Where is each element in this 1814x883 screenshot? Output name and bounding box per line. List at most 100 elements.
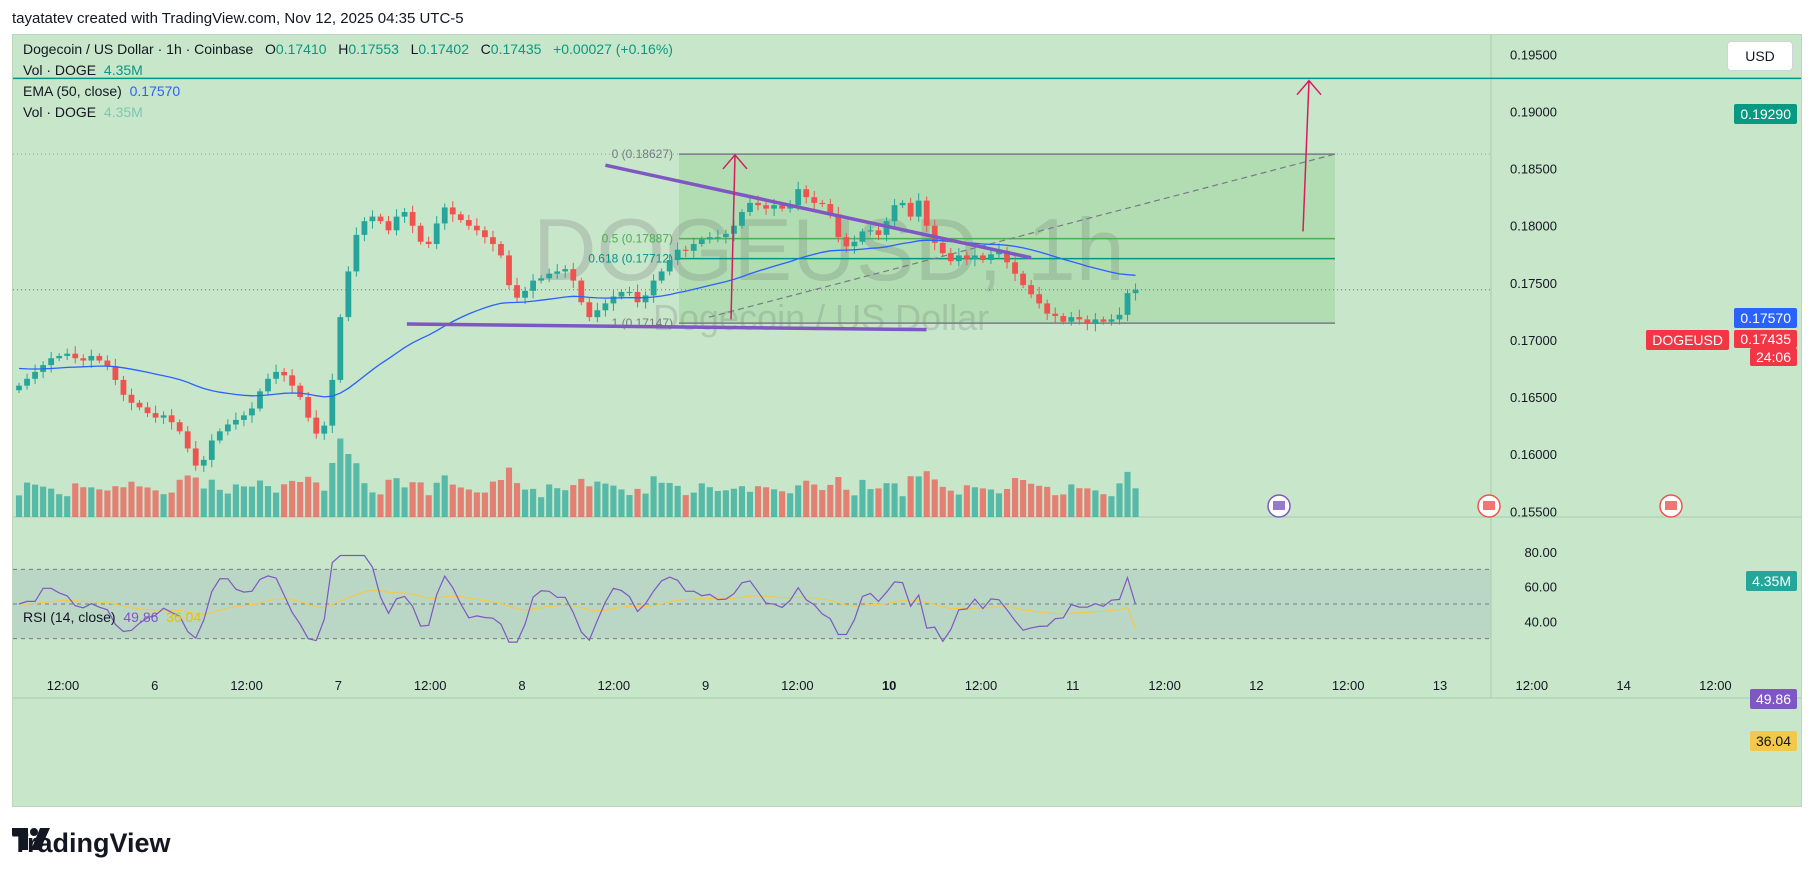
volume-bar: [120, 487, 127, 517]
chart-panel[interactable]: DOGEUSD, 1h Dogecoin / US Dollar 0 (0.1862…: [12, 34, 1802, 807]
candle-body: [152, 413, 159, 418]
candle-body: [241, 415, 247, 420]
volume-bar: [738, 486, 746, 517]
volume-bar: [48, 488, 55, 517]
volume-bar: [433, 482, 440, 517]
time-tick-label: 12:00: [965, 678, 998, 693]
volume-bar: [321, 490, 328, 517]
candle-body: [682, 249, 689, 251]
candle-body: [1036, 294, 1043, 304]
volume-bar: [15, 495, 23, 517]
time-tick-label: 12:00: [47, 678, 80, 693]
candle-body: [1100, 319, 1107, 322]
countdown-tag: 24:06: [1749, 348, 1797, 366]
volume-bar: [1100, 494, 1107, 517]
volume-bar: [570, 485, 577, 517]
tradingview-logo[interactable]: TradingView: [12, 828, 171, 859]
volume-bar: [369, 492, 376, 517]
volume-bar: [489, 481, 496, 517]
volume-bar: [345, 454, 352, 517]
candle-body: [506, 255, 512, 286]
legend-rsi-label: RSI (14, close): [23, 609, 116, 625]
candle-body: [144, 407, 151, 414]
legend-change: +0.00027 (+0.16%): [553, 41, 673, 57]
candle-body: [16, 385, 22, 391]
attribution-text: tayatatev created with TradingView.com, …: [12, 10, 464, 27]
candle-body: [907, 202, 914, 217]
legend-ema-label: EMA (50, close): [23, 83, 122, 99]
candle-body: [482, 230, 488, 238]
volume-bar: [883, 483, 890, 517]
volume-bar: [1124, 471, 1131, 517]
volume-bar: [875, 488, 882, 517]
volume-bar: [754, 486, 762, 517]
time-tick-label: 7: [335, 678, 342, 693]
candle-body: [988, 254, 994, 261]
candle-body: [859, 231, 866, 242]
volume-bar: [449, 484, 456, 517]
candle-body: [827, 204, 834, 215]
legend-low: 0.17402: [418, 41, 469, 57]
volume-bar: [730, 488, 737, 517]
candle-body: [64, 353, 71, 356]
volume-bar: [979, 488, 986, 517]
rsi-tick-label: 40.00: [1524, 614, 1557, 629]
candle-body: [281, 371, 287, 376]
volume-bar: [899, 496, 906, 517]
candle-body: [1068, 317, 1075, 322]
legend-vol-value: 4.35M: [103, 62, 143, 78]
legend-main: Dogecoin / US Dollar · 1h · Coinbase O0.…: [23, 41, 673, 57]
candle-body: [899, 202, 906, 206]
legend-vol-label: Vol · DOGE: [23, 62, 97, 78]
watermark-name: Dogecoin / US Dollar: [653, 297, 989, 338]
lightning-event-icon-glyph: [1273, 501, 1285, 510]
volume-bar: [907, 476, 914, 517]
candle-body: [811, 197, 818, 203]
candle-body: [289, 375, 296, 386]
time-tick-label: 14: [1616, 678, 1630, 693]
candle-body: [1012, 262, 1018, 274]
volume-bar: [939, 486, 946, 517]
candle-body: [610, 296, 617, 304]
target-arrow: [1302, 80, 1310, 232]
legend-o-label: O: [265, 41, 276, 57]
currency-button[interactable]: USD: [1727, 41, 1793, 71]
lightning-event-icon: [1267, 494, 1291, 518]
volume-bar: [771, 489, 778, 517]
volume-bar: [465, 489, 472, 517]
volume-bar: [1012, 478, 1019, 517]
volume-bar: [923, 471, 930, 517]
volume-bar: [963, 485, 970, 517]
rsi-tick-label: 60.00: [1524, 580, 1557, 595]
volume-bar: [746, 491, 754, 517]
candle-body: [265, 378, 271, 392]
legend-open: 0.17410: [275, 41, 327, 57]
volume-bar: [72, 483, 79, 517]
volume-bar: [305, 476, 312, 517]
volume-bar: [650, 476, 657, 517]
candle-body: [1116, 314, 1123, 320]
volume-bar: [425, 495, 432, 517]
candle-body: [104, 360, 111, 367]
volume-bar: [96, 489, 103, 517]
candle-body: [650, 280, 657, 296]
candle-body: [473, 225, 480, 231]
volume-bar: [208, 479, 215, 517]
time-tick-label: 12:00: [230, 678, 263, 693]
price-tick-label: 0.18000: [1510, 219, 1557, 234]
target-arrowhead: [1296, 79, 1322, 96]
lower-trendline: [406, 322, 927, 332]
candle-body: [353, 234, 360, 272]
volume-bar: [995, 493, 1003, 517]
volume-bar: [586, 486, 593, 517]
price-tick-label: 0.18500: [1510, 162, 1557, 177]
volume-bar: [562, 490, 569, 517]
volume-bar: [377, 494, 384, 517]
target-arrow: [730, 154, 736, 320]
volume-bar: [787, 493, 794, 517]
volume-bar: [192, 477, 199, 517]
volume-bar: [762, 487, 770, 517]
candle-body: [465, 220, 472, 226]
legend-high: 0.17553: [348, 41, 399, 57]
